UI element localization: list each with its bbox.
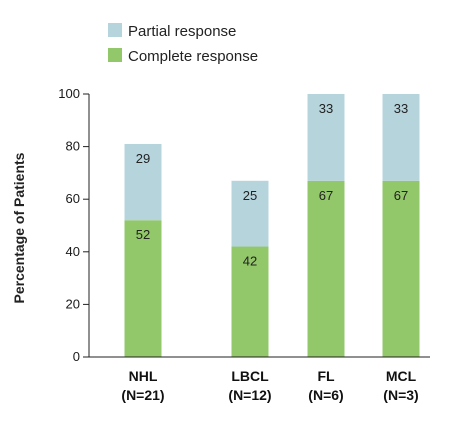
bar-value-label: 42 (243, 254, 257, 269)
y-tick-label: 60 (66, 191, 80, 206)
x-category-count: (N=21) (121, 387, 164, 403)
y-axis-label: Percentage of Patients (11, 152, 27, 303)
bar-complete-response (382, 180, 420, 357)
legend-label-complete: Complete response (128, 48, 258, 65)
bar-value-label: 52 (136, 227, 150, 242)
x-category-count: (N=3) (383, 387, 418, 403)
y-tick-label: 40 (66, 244, 80, 259)
x-axis: NHL (N=21) LBCL (N=12) FL (N=6) MCL (N=3) (89, 356, 430, 403)
legend-swatch-complete (108, 48, 122, 62)
bar-value-label: 67 (394, 188, 408, 203)
y-tick-label: 80 (66, 139, 80, 154)
legend-label-partial: Partial response (128, 23, 236, 40)
bar-value-label: 33 (319, 101, 333, 116)
y-tick-label: 100 (58, 86, 80, 101)
bar-partial-response (382, 94, 420, 181)
x-category-label: LBCL (231, 368, 269, 384)
bar-value-label: 25 (243, 188, 257, 203)
y-tick-label: 20 (66, 296, 80, 311)
bar-value-label: 33 (394, 101, 408, 116)
bar-partial-response (231, 180, 269, 247)
x-category-count: (N=6) (308, 387, 343, 403)
legend: Partial response Complete response (108, 23, 258, 65)
x-category-label: FL (317, 368, 335, 384)
bar-complete-response (124, 220, 162, 357)
y-tick-label: 0 (73, 349, 80, 364)
bar-complete-response (231, 246, 269, 357)
bar-value-label: 29 (136, 151, 150, 166)
bar-value-label: 67 (319, 188, 333, 203)
x-category-label: MCL (386, 368, 417, 384)
bars: 52 29 42 25 67 33 67 33 (124, 94, 420, 357)
bar-complete-response (307, 180, 345, 357)
bar-partial-response (124, 143, 162, 221)
y-axis: 0 20 40 60 80 100 (58, 86, 90, 364)
bar-partial-response (307, 94, 345, 181)
x-category-label: NHL (129, 368, 158, 384)
legend-swatch-partial (108, 23, 122, 37)
x-category-count: (N=12) (228, 387, 271, 403)
